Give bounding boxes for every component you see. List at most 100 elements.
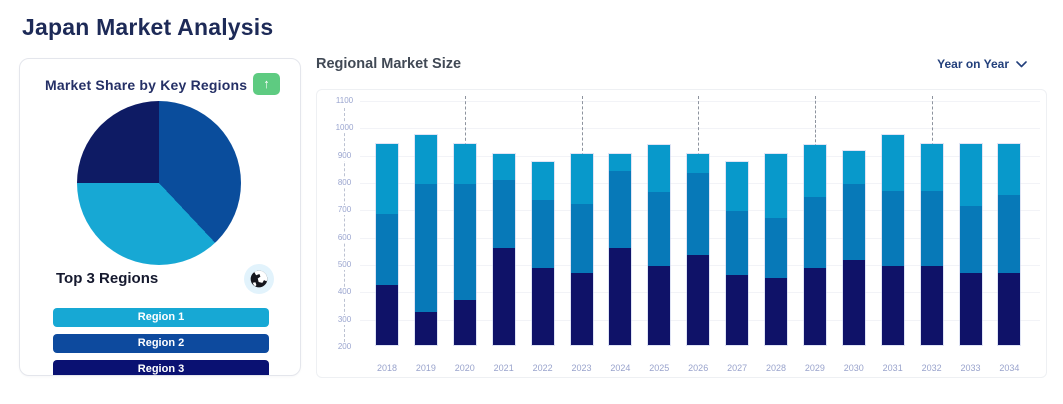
x-tick-label: 2030 bbox=[843, 363, 864, 373]
x-tick-label: 2025 bbox=[649, 363, 670, 373]
bar-segment-middle bbox=[687, 172, 710, 255]
y-axis bbox=[344, 98, 345, 347]
y-tick-label: 500 bbox=[329, 260, 360, 270]
y-tick-label: 900 bbox=[329, 150, 360, 161]
dashed-guide-2029 bbox=[814, 96, 816, 148]
bar-2024[interactable] bbox=[609, 153, 632, 345]
bar-2027[interactable] bbox=[726, 161, 749, 345]
bar-segment-top bbox=[998, 144, 1021, 195]
bar-segment-middle bbox=[842, 183, 865, 261]
bar-segment-bottom bbox=[803, 268, 826, 345]
x-tick-label: 2018 bbox=[376, 363, 398, 373]
dashed-guide-2032 bbox=[931, 96, 933, 147]
bar-segment-middle bbox=[959, 205, 982, 273]
bar-segment-bottom bbox=[726, 275, 749, 345]
bar-segment-top bbox=[726, 161, 749, 212]
bar-segment-top bbox=[531, 161, 554, 201]
bar-2023[interactable] bbox=[570, 153, 593, 345]
bar-segment-bottom bbox=[414, 312, 437, 345]
bar-segment-middle bbox=[531, 200, 554, 269]
bar-segment-bottom bbox=[920, 265, 943, 345]
bar-chart-card: 200 300 400 500 600 700 800 900 1000 1100 2018 2019… bbox=[316, 89, 1047, 378]
bar-segment-top bbox=[959, 144, 982, 206]
x-tick-label: 2024 bbox=[610, 363, 631, 373]
x-tick-label: 2021 bbox=[493, 363, 514, 373]
arrow-up-icon: ↑ bbox=[263, 76, 270, 91]
bar-segment-bottom bbox=[531, 268, 554, 345]
bar-2032[interactable] bbox=[920, 144, 943, 345]
bar-segment-bottom bbox=[609, 247, 632, 345]
bar-2034[interactable] bbox=[998, 144, 1021, 345]
x-tick-label: 2019 bbox=[415, 363, 436, 373]
bar-2020[interactable] bbox=[453, 144, 476, 345]
region-button-1[interactable]: Region 1 bbox=[53, 308, 269, 327]
bar-segment-middle bbox=[920, 190, 943, 266]
bar-segment-middle bbox=[376, 213, 398, 285]
bar-segment-middle bbox=[998, 194, 1021, 273]
regional-market-header: Regional Market Size Year on Year bbox=[316, 54, 1047, 74]
bar-2029[interactable] bbox=[803, 145, 826, 345]
export-button[interactable]: ↑ bbox=[253, 73, 280, 95]
y-tick-label: 1100 bbox=[329, 96, 360, 106]
bar-segment-top bbox=[570, 153, 593, 205]
bar-segment-top bbox=[920, 144, 943, 191]
bar-segment-middle bbox=[414, 183, 437, 313]
globe-icon bbox=[250, 270, 268, 288]
bar-2025[interactable] bbox=[648, 145, 671, 345]
region-list: Region 1 Region 2 Region 3 bbox=[53, 308, 269, 375]
dashed-guide-2023 bbox=[581, 96, 583, 156]
bar-segment-bottom bbox=[687, 254, 710, 345]
bar-segment-bottom bbox=[492, 247, 515, 345]
x-tick-label: 2027 bbox=[727, 363, 748, 373]
bar-segment-bottom bbox=[998, 272, 1021, 345]
bar-2018[interactable] bbox=[376, 144, 398, 345]
bar-segment-middle bbox=[609, 171, 632, 248]
bar-segment-middle bbox=[726, 211, 749, 276]
bar-segment-bottom bbox=[453, 299, 476, 345]
bar-segment-top bbox=[648, 145, 671, 192]
x-tick-label: 2031 bbox=[882, 363, 903, 373]
bar-segment-middle bbox=[803, 197, 826, 269]
bar-segment-top bbox=[803, 145, 826, 198]
region-button-3[interactable]: Region 3 bbox=[53, 360, 269, 375]
bar-segment-top bbox=[414, 134, 437, 184]
bar-2033[interactable] bbox=[959, 144, 982, 345]
x-tick-label: 2023 bbox=[571, 363, 592, 373]
bar-segment-middle bbox=[765, 217, 787, 279]
y-tick-label: 300 bbox=[329, 314, 360, 325]
x-tick-label: 2026 bbox=[688, 363, 709, 373]
bar-2031[interactable] bbox=[881, 134, 904, 345]
bar-segment-top bbox=[687, 153, 710, 173]
region-button-2[interactable]: Region 2 bbox=[53, 334, 269, 353]
y-tick-label: 700 bbox=[329, 205, 360, 216]
y-tick-label: 200 bbox=[329, 342, 360, 352]
bar-2026[interactable] bbox=[687, 153, 710, 345]
x-tick-label: 2020 bbox=[454, 363, 475, 373]
market-share-pie-chart[interactable] bbox=[77, 101, 241, 265]
bar-segment-middle bbox=[648, 191, 671, 266]
y-tick-label: 600 bbox=[329, 232, 360, 243]
bar-2028[interactable] bbox=[765, 153, 787, 345]
globe-button[interactable] bbox=[244, 264, 274, 294]
bar-2022[interactable] bbox=[531, 161, 554, 345]
bar-segment-bottom bbox=[648, 265, 671, 345]
chevron-down-icon bbox=[1016, 60, 1027, 67]
year-on-year-dropdown[interactable]: Year on Year bbox=[937, 57, 1047, 71]
bar-segment-bottom bbox=[570, 272, 593, 345]
bar-chart-title: Regional Market Size bbox=[316, 56, 462, 72]
bar-segment-middle bbox=[570, 204, 593, 273]
bar-segment-top bbox=[609, 153, 632, 172]
bar-2021[interactable] bbox=[492, 153, 515, 345]
bar-segment-middle bbox=[453, 183, 476, 300]
top-regions-title: Top 3 Regions bbox=[56, 270, 159, 287]
dashed-guide-2020 bbox=[464, 96, 466, 147]
bar-segment-top bbox=[376, 144, 398, 214]
x-tick-label: 2028 bbox=[765, 363, 787, 373]
bar-segment-middle bbox=[492, 179, 515, 248]
bar-segment-bottom bbox=[959, 272, 982, 345]
bar-2030[interactable] bbox=[842, 150, 865, 345]
bar-2019[interactable] bbox=[414, 134, 437, 345]
page-title: Japan Market Analysis bbox=[22, 14, 274, 40]
bar-segment-bottom bbox=[376, 284, 398, 345]
x-tick-label: 2032 bbox=[921, 363, 942, 373]
